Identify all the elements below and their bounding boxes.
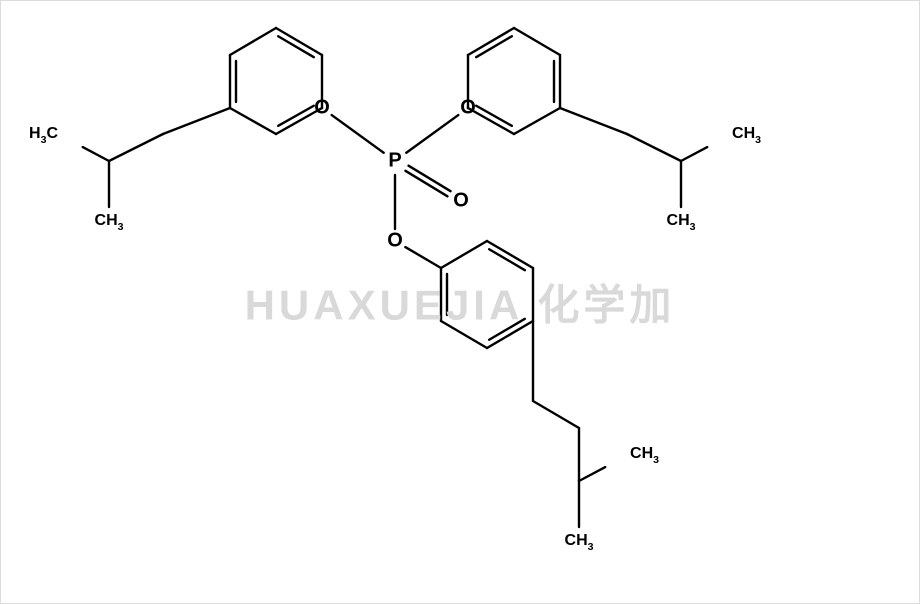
svg-text:CH3: CH3	[630, 445, 659, 466]
svg-text:CH3: CH3	[95, 212, 124, 233]
svg-text:CH3: CH3	[565, 532, 594, 553]
svg-text:H3C: H3C	[29, 125, 58, 146]
svg-text:CH3: CH3	[732, 125, 761, 146]
svg-text:O: O	[387, 229, 403, 251]
molecule-svg: POOH3CCH3OCH3CH3OCH3CH3	[1, 1, 920, 604]
svg-text:O: O	[453, 189, 469, 211]
diagram-canvas: POOH3CCH3OCH3CH3OCH3CH3 HUAXUEJIA 化学加	[0, 0, 920, 604]
svg-text:CH3: CH3	[667, 212, 696, 233]
svg-text:P: P	[388, 149, 401, 171]
